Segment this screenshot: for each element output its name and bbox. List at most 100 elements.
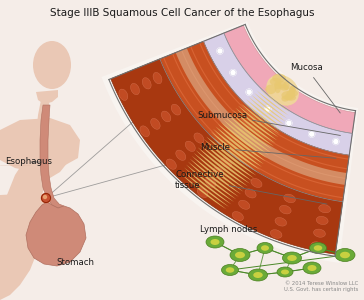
Polygon shape xyxy=(213,129,262,167)
Polygon shape xyxy=(211,131,260,170)
Text: Stage IIIB Squamous Cell Cancer of the Esophagus: Stage IIIB Squamous Cell Cancer of the E… xyxy=(50,8,314,18)
Polygon shape xyxy=(262,86,292,109)
Polygon shape xyxy=(254,93,287,119)
Ellipse shape xyxy=(230,248,250,262)
Ellipse shape xyxy=(278,81,286,88)
Ellipse shape xyxy=(206,236,224,248)
Polygon shape xyxy=(265,84,293,106)
Ellipse shape xyxy=(337,110,347,122)
Ellipse shape xyxy=(289,93,305,110)
Ellipse shape xyxy=(314,245,322,251)
Ellipse shape xyxy=(281,269,289,275)
Polygon shape xyxy=(192,156,241,194)
Ellipse shape xyxy=(131,83,139,95)
Polygon shape xyxy=(270,80,296,100)
Circle shape xyxy=(265,106,271,112)
Polygon shape xyxy=(200,145,250,184)
Polygon shape xyxy=(204,139,254,178)
Text: Muscle: Muscle xyxy=(200,143,336,158)
Polygon shape xyxy=(160,41,349,202)
Polygon shape xyxy=(233,110,276,143)
Ellipse shape xyxy=(171,104,181,115)
Circle shape xyxy=(44,196,47,199)
Text: Esophagus: Esophagus xyxy=(5,158,52,166)
Polygon shape xyxy=(225,117,271,152)
Polygon shape xyxy=(235,108,277,140)
Polygon shape xyxy=(188,161,236,200)
Ellipse shape xyxy=(284,93,293,100)
Circle shape xyxy=(217,48,223,54)
Ellipse shape xyxy=(245,189,256,198)
Ellipse shape xyxy=(313,229,325,237)
Polygon shape xyxy=(273,78,297,97)
Polygon shape xyxy=(111,59,343,254)
Polygon shape xyxy=(195,150,246,189)
Ellipse shape xyxy=(281,96,289,102)
Ellipse shape xyxy=(274,82,282,89)
Ellipse shape xyxy=(251,178,262,188)
Polygon shape xyxy=(243,101,281,131)
Polygon shape xyxy=(228,114,273,149)
Ellipse shape xyxy=(270,78,282,86)
Ellipse shape xyxy=(235,252,245,258)
Ellipse shape xyxy=(261,245,269,251)
Text: Stomach: Stomach xyxy=(56,258,94,267)
Polygon shape xyxy=(218,124,266,161)
Ellipse shape xyxy=(210,239,219,245)
Ellipse shape xyxy=(280,84,289,91)
Polygon shape xyxy=(203,33,352,155)
Ellipse shape xyxy=(308,265,317,271)
Ellipse shape xyxy=(245,45,255,55)
Polygon shape xyxy=(36,95,50,135)
Circle shape xyxy=(286,120,292,126)
Polygon shape xyxy=(26,202,86,266)
Text: © 2014 Terese Winslow LLC
U.S. Govt. has certain rights: © 2014 Terese Winslow LLC U.S. Govt. has… xyxy=(284,281,358,292)
Polygon shape xyxy=(186,164,234,202)
Polygon shape xyxy=(268,82,294,103)
Ellipse shape xyxy=(185,141,195,152)
Ellipse shape xyxy=(222,265,238,275)
Ellipse shape xyxy=(119,89,128,100)
Ellipse shape xyxy=(232,212,244,221)
Polygon shape xyxy=(257,91,289,116)
Polygon shape xyxy=(260,88,290,112)
Ellipse shape xyxy=(285,95,296,101)
Ellipse shape xyxy=(311,242,323,250)
Ellipse shape xyxy=(253,272,263,278)
Polygon shape xyxy=(223,119,269,155)
Ellipse shape xyxy=(281,91,295,100)
Text: Connective
tissue: Connective tissue xyxy=(175,170,327,204)
Ellipse shape xyxy=(205,178,216,187)
Circle shape xyxy=(230,70,236,76)
Ellipse shape xyxy=(161,111,171,122)
Ellipse shape xyxy=(166,159,177,169)
Polygon shape xyxy=(249,97,284,125)
Circle shape xyxy=(41,194,51,202)
Ellipse shape xyxy=(266,75,299,106)
Polygon shape xyxy=(238,106,278,137)
Ellipse shape xyxy=(254,61,267,74)
Circle shape xyxy=(246,89,252,95)
Ellipse shape xyxy=(257,242,273,253)
Ellipse shape xyxy=(249,269,268,281)
Ellipse shape xyxy=(287,255,297,261)
Polygon shape xyxy=(190,159,239,197)
Circle shape xyxy=(333,139,339,145)
Ellipse shape xyxy=(284,194,295,203)
Ellipse shape xyxy=(275,83,281,93)
Ellipse shape xyxy=(280,206,291,214)
Ellipse shape xyxy=(316,216,328,225)
Ellipse shape xyxy=(272,74,286,82)
Ellipse shape xyxy=(289,86,296,95)
Circle shape xyxy=(309,131,315,137)
Ellipse shape xyxy=(275,218,286,226)
Polygon shape xyxy=(0,194,68,248)
Ellipse shape xyxy=(289,86,296,92)
Polygon shape xyxy=(182,170,229,207)
Polygon shape xyxy=(36,90,58,104)
Ellipse shape xyxy=(265,85,276,94)
Polygon shape xyxy=(230,112,274,146)
Polygon shape xyxy=(215,126,264,164)
Ellipse shape xyxy=(277,267,293,277)
Ellipse shape xyxy=(303,262,321,274)
